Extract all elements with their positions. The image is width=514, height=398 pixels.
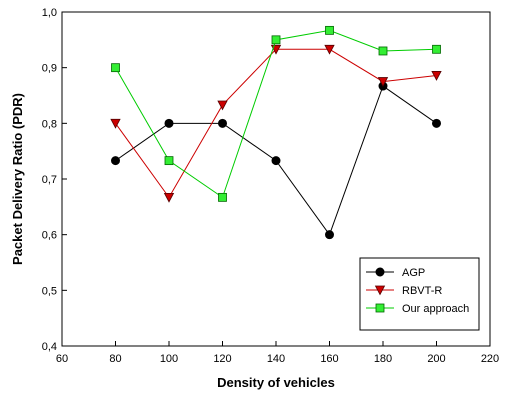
legend: AGP RBVT-R Our approach bbox=[359, 257, 480, 331]
y-tick-label: 0,6 bbox=[42, 230, 57, 242]
legend-marker bbox=[375, 303, 385, 313]
data-point bbox=[324, 44, 335, 55]
x-tick-label: 160 bbox=[320, 353, 338, 365]
data-point bbox=[217, 100, 228, 111]
y-tick-label: 0,4 bbox=[42, 341, 57, 353]
x-tick-label: 60 bbox=[56, 353, 68, 365]
data-point bbox=[110, 118, 121, 129]
x-tick-label: 220 bbox=[481, 353, 499, 365]
x-axis-label: Density of vehicles bbox=[217, 375, 335, 390]
data-point bbox=[164, 118, 174, 128]
legend-label: RBVT-R bbox=[402, 285, 442, 297]
series-rbvt-r bbox=[110, 44, 442, 203]
legend-entry: Our approach bbox=[366, 303, 469, 315]
y-tick-label: 0,7 bbox=[42, 174, 57, 186]
data-point bbox=[378, 46, 388, 56]
y-tick-label: 0,9 bbox=[42, 63, 57, 75]
data-point bbox=[163, 192, 175, 203]
legend-marker bbox=[375, 267, 385, 277]
data-point bbox=[431, 71, 442, 81]
x-tick-label: 140 bbox=[267, 353, 285, 365]
y-axis: 0,4 0,5 0,6 0,7 0,8 0,9 1,0 bbox=[42, 7, 67, 353]
y-tick-label: 1,0 bbox=[42, 7, 57, 19]
legend-label: Our approach bbox=[402, 303, 469, 315]
y-axis-label: Packet Delivery Ratio (PDR) bbox=[10, 93, 25, 265]
data-point bbox=[432, 118, 441, 128]
x-tick-label: 120 bbox=[213, 353, 231, 365]
data-point bbox=[218, 118, 227, 128]
data-point bbox=[111, 63, 120, 73]
x-tick-label: 200 bbox=[427, 353, 445, 365]
data-point bbox=[432, 44, 441, 54]
data-point bbox=[271, 156, 281, 166]
y-tick-label: 0,8 bbox=[42, 118, 57, 130]
x-tick-label: 80 bbox=[109, 353, 121, 365]
data-point bbox=[218, 192, 227, 202]
x-tick-label: 180 bbox=[374, 353, 392, 365]
legend-entry: RBVT-R bbox=[366, 285, 442, 297]
legend-label: AGP bbox=[402, 267, 425, 279]
y-tick-label: 0,5 bbox=[42, 285, 57, 297]
x-tick-label: 100 bbox=[160, 353, 178, 365]
data-point bbox=[164, 156, 174, 166]
x-axis: 60 80 100 120 140 160 180 200 220 bbox=[56, 341, 499, 365]
data-point bbox=[325, 230, 334, 240]
legend-entry: AGP bbox=[366, 267, 425, 279]
series-layer bbox=[110, 25, 442, 240]
data-point bbox=[111, 156, 120, 166]
data-point bbox=[271, 35, 281, 45]
data-point bbox=[377, 77, 389, 87]
series-our-approach bbox=[111, 25, 441, 202]
data-point bbox=[325, 25, 334, 35]
legend-marker bbox=[374, 285, 386, 296]
